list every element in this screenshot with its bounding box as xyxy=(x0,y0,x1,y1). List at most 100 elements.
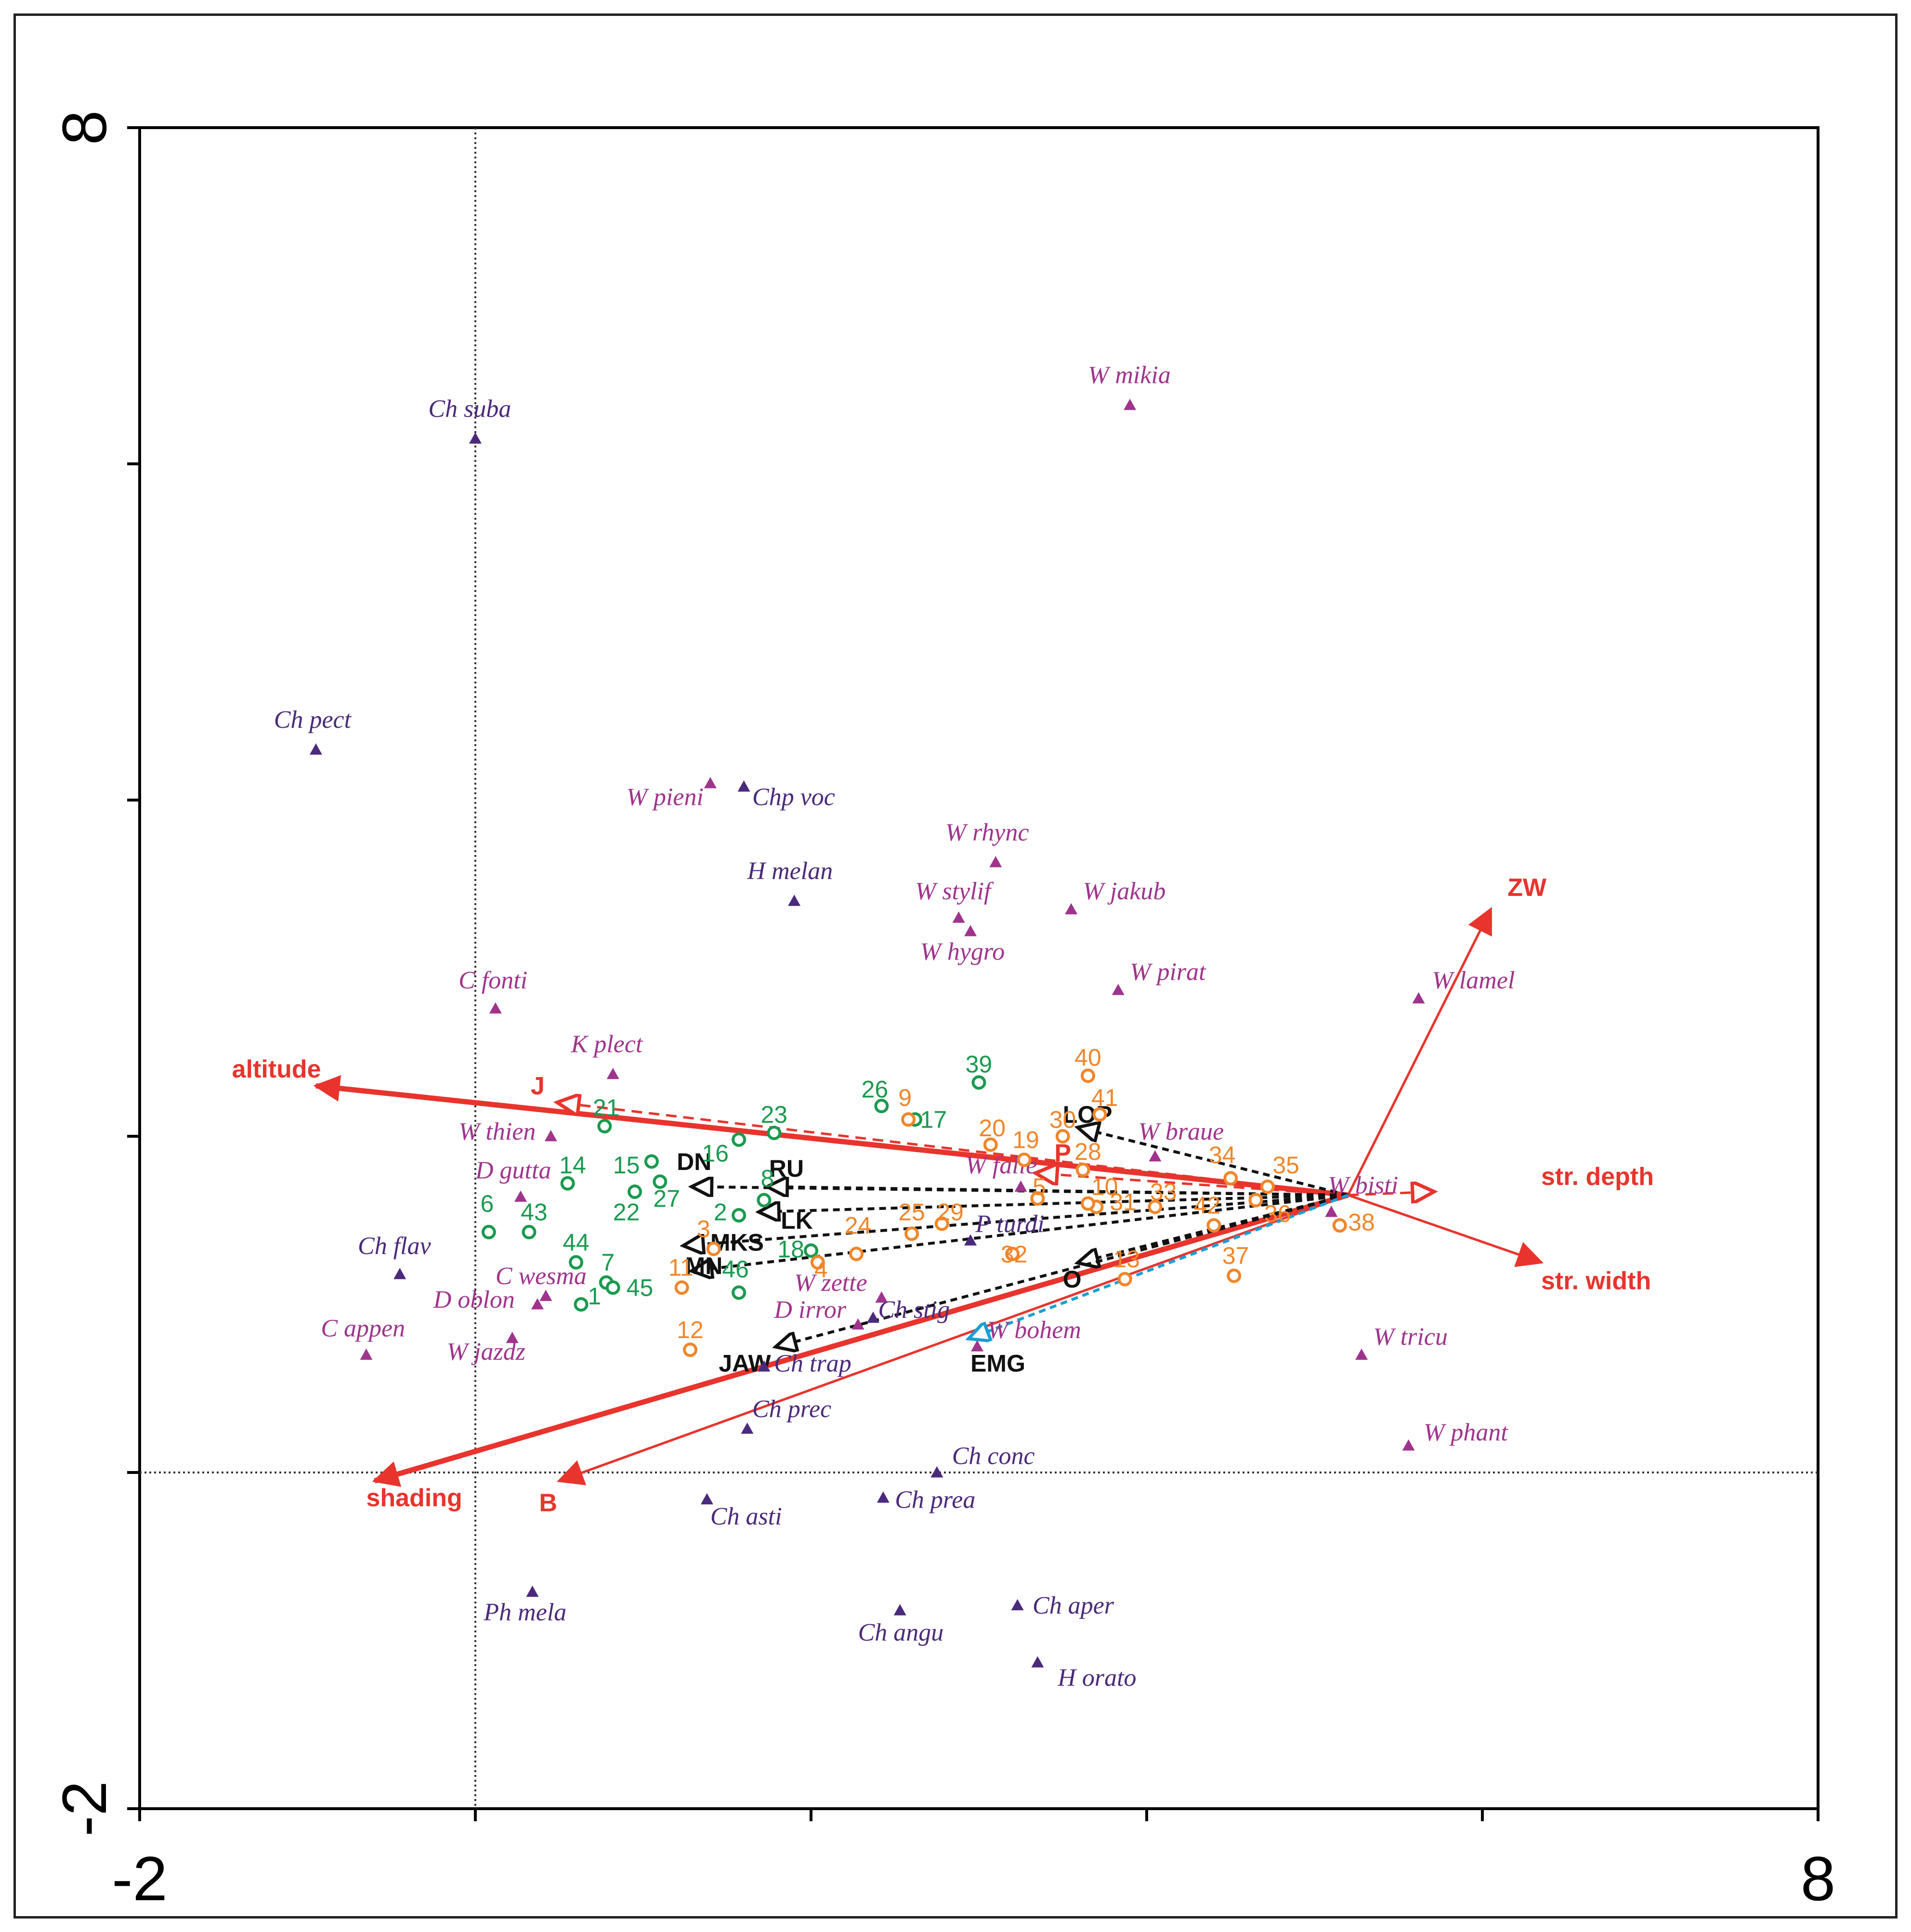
species-label-c-appen: C appen xyxy=(321,1314,405,1342)
species-point-w-jakub xyxy=(1065,903,1078,915)
species-point-w-lamel xyxy=(1412,992,1425,1004)
species-label-w-zette: W zette xyxy=(794,1269,867,1297)
species-point-w-tricu xyxy=(1355,1348,1368,1360)
species-point-ch-pect xyxy=(309,743,322,755)
site-point-23 xyxy=(767,1126,782,1141)
species-point-w-phant xyxy=(1402,1439,1415,1451)
site-label-41: 41 xyxy=(1091,1084,1118,1111)
hidden-label-dn: DN xyxy=(677,1148,711,1175)
species-label-w-pieni: W pieni xyxy=(627,783,704,811)
site-point-43 xyxy=(522,1224,537,1239)
env-label-p: P xyxy=(1054,1139,1071,1167)
species-label-ch-prec: Ch prec xyxy=(752,1395,831,1423)
axis-tick-labels: -2 8 -2 8 xyxy=(49,110,1835,1914)
site-point-20 xyxy=(983,1137,998,1152)
site-point-29 xyxy=(934,1216,949,1231)
site-point-4 xyxy=(810,1255,825,1270)
site-label-32: 32 xyxy=(1001,1241,1028,1268)
species-point-p-turdi xyxy=(964,1234,977,1246)
species-point-w-bohem xyxy=(971,1340,984,1352)
species-point-w-rhync xyxy=(989,856,1002,867)
site-label-7: 7 xyxy=(601,1249,615,1276)
site-point-21 xyxy=(597,1119,612,1134)
site-point-15 xyxy=(644,1154,659,1169)
site-point-13 xyxy=(1117,1272,1132,1287)
hidden-label-emg: EMG xyxy=(970,1350,1025,1377)
site-point-42 xyxy=(1206,1218,1221,1233)
site-point-5 xyxy=(1030,1191,1045,1206)
env-vector-shading xyxy=(372,1192,1349,1487)
species-point-chp-voc xyxy=(737,780,750,792)
plot-area xyxy=(138,126,1819,1810)
site-label-29: 29 xyxy=(937,1199,964,1226)
site-point-30 xyxy=(1055,1129,1070,1143)
site-point-8 xyxy=(757,1193,772,1208)
reference-lines xyxy=(140,128,1818,1809)
site-label-3: 3 xyxy=(697,1215,710,1242)
site-point-11 xyxy=(674,1280,689,1295)
env-vector-str-depth xyxy=(1348,1192,1432,1195)
site-point-25 xyxy=(904,1226,919,1241)
species-point-ph-mela xyxy=(526,1585,539,1597)
species-label-p-turdi: P turdi xyxy=(975,1210,1045,1238)
site-point-19 xyxy=(1017,1152,1032,1167)
species-point-w-thien xyxy=(544,1130,557,1142)
site-point-32 xyxy=(1005,1247,1020,1262)
site-point-46 xyxy=(732,1285,746,1300)
env-label-j: J xyxy=(531,1072,545,1100)
site-label-23: 23 xyxy=(760,1101,787,1128)
species-label-ch-trap: Ch trap xyxy=(774,1350,851,1378)
site-label-20: 20 xyxy=(979,1115,1006,1142)
species-label-w-lamel: W lamel xyxy=(1432,967,1515,994)
site-label-18: 18 xyxy=(777,1235,804,1262)
site-point-18 xyxy=(804,1243,818,1258)
species-point-w-stylif xyxy=(952,911,965,923)
species-point-c-fonti xyxy=(489,1002,502,1014)
environment-vectors: altitude shading B ZW str. width str. depth J P xyxy=(232,874,1654,1517)
species-label-d-gutta: D gutta xyxy=(475,1157,551,1184)
site-point-14 xyxy=(560,1176,575,1191)
site-point-12 xyxy=(683,1342,698,1357)
species-label-w-rhync: W rhync xyxy=(945,819,1029,846)
species-point-h-orato xyxy=(1031,1656,1044,1668)
site-point-24 xyxy=(849,1247,864,1262)
species-label-w-bisti: W bisti xyxy=(1328,1172,1398,1199)
site-point-26 xyxy=(874,1099,889,1114)
species-point-w-hygro xyxy=(964,925,977,936)
env-label-zw: ZW xyxy=(1507,874,1547,902)
species-point-ch-prea xyxy=(877,1491,890,1503)
site-label-11: 11 xyxy=(668,1254,694,1281)
site-point-27 xyxy=(653,1174,668,1189)
env-vector-altitude xyxy=(313,1075,1348,1198)
site-point-40 xyxy=(1081,1068,1096,1083)
site-label-22: 22 xyxy=(613,1199,640,1226)
species-label-w-thien: W thien xyxy=(458,1118,536,1145)
species-label-chp-voc: Chp voc xyxy=(752,783,835,811)
species-label-w-jakub: W jakub xyxy=(1083,878,1166,905)
site-label-8: 8 xyxy=(760,1165,774,1192)
site-point-34 xyxy=(1223,1171,1238,1186)
species-label-h-melan: H melan xyxy=(747,857,833,885)
site-point-33 xyxy=(1148,1199,1163,1214)
hidden-label-lk: LK xyxy=(781,1207,813,1234)
site-point-38 xyxy=(1332,1218,1347,1233)
axis-ticks xyxy=(127,126,1819,1821)
species-point-d-gutta xyxy=(514,1190,527,1202)
species-points: Ch suba W mikia Ch pect W pieni Chp voc W rhy… xyxy=(274,361,1515,1692)
site-label-39: 39 xyxy=(966,1051,993,1078)
env-label-shading: shading xyxy=(366,1484,462,1512)
site-point-45 xyxy=(605,1280,620,1295)
site-label-19: 19 xyxy=(1012,1126,1039,1153)
site-point-31 xyxy=(1081,1196,1096,1211)
y-tick-label-min: -2 xyxy=(49,1781,119,1837)
species-point-ch-angu xyxy=(893,1604,906,1616)
site-label-45: 45 xyxy=(627,1275,654,1301)
site-label-38: 38 xyxy=(1348,1209,1375,1235)
site-label-5: 5 xyxy=(1033,1173,1046,1200)
env-label-b: B xyxy=(539,1489,557,1517)
species-label-ch-angu: Ch angu xyxy=(858,1619,944,1646)
site-point-9 xyxy=(901,1112,916,1127)
site-point-22 xyxy=(628,1184,642,1199)
species-point-ch-conc xyxy=(930,1466,943,1478)
